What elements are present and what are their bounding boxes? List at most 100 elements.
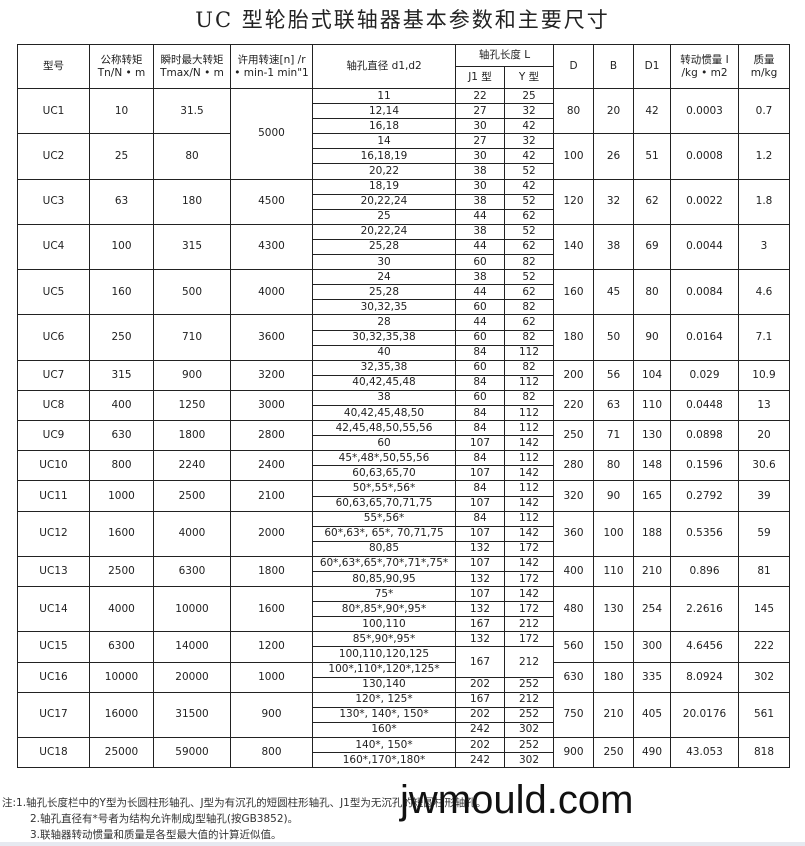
y-length-cell: 82 — [504, 359, 554, 376]
j1-length-cell: 44 — [455, 238, 505, 256]
speed-cell: 2100 — [230, 480, 313, 512]
nominal-torque-cell: 250 — [89, 314, 154, 361]
y-length-cell: 82 — [504, 389, 554, 406]
j1-length-cell: 242 — [455, 752, 505, 769]
table-row: 80,85 132 172 — [18, 540, 790, 557]
inertia-cell: 0.0022 — [670, 178, 739, 225]
bore-diameter-cell: 100,110,120,125 — [312, 646, 456, 663]
B-cell: 56 — [593, 359, 634, 391]
D-cell: 560 — [553, 631, 594, 663]
header-B: B — [593, 44, 634, 89]
y-length-cell: 112 — [504, 510, 554, 527]
max-torque-cell: 10000 — [153, 586, 231, 633]
y-length-cell: 172 — [504, 570, 554, 588]
j1-length-cell: 27 — [455, 103, 505, 120]
model-cell: UC8 — [17, 389, 90, 422]
bore-diameter-cell: 75* — [312, 586, 456, 603]
D-cell: 250 — [553, 420, 594, 452]
model-cell: UC4 — [17, 223, 90, 271]
y-length-cell: 62 — [504, 284, 554, 301]
table-row: UC14 4000 10000 1600 75* 107 142 480 130 254 2.261… — [17, 586, 790, 633]
D1-cell: 210 — [633, 555, 671, 588]
max-torque-cell: 20000 — [153, 661, 231, 693]
table-row: 160*,170*,180* 242 302 — [18, 752, 790, 769]
inertia-cell: 0.0448 — [670, 389, 739, 422]
max-torque-cell: 500 — [153, 269, 231, 316]
bore-diameter-cell: 80,85,90,95 — [312, 570, 456, 588]
nominal-torque-cell: 25 — [89, 133, 154, 180]
coupling-parameters-table: 型号 公称转矩 Tn/N • m 瞬时最大转矩 Tmax/N • m 许用转速[n]… — [17, 44, 790, 769]
header-speed: 许用转速[n] /r • min-1 min"1 — [230, 44, 313, 89]
table-row: 60,63,65,70 107 142 — [18, 465, 790, 482]
D-cell: 900 — [553, 737, 594, 769]
bore-diameter-cell: 50*,55*,56* — [312, 480, 456, 497]
inertia-cell: 0.896 — [670, 555, 739, 588]
mass-cell: 13 — [738, 389, 790, 422]
bore-diameter-cell: 30,32,35,38 — [312, 329, 456, 346]
bore-diameter-cell: 60,63,65,70,71,75 — [312, 495, 456, 512]
j1-length-cell: 167 — [455, 616, 505, 633]
model-cell: UC7 — [17, 359, 90, 391]
bore-diameter-cell: 120*, 125* — [312, 691, 456, 708]
mass-cell: 7.1 — [738, 314, 790, 361]
max-torque-cell: 59000 — [153, 737, 231, 769]
max-torque-cell: 1800 — [153, 420, 231, 452]
y-length-cell: 62 — [504, 314, 554, 331]
inertia-cell: 0.029 — [670, 359, 739, 391]
bore-diameter-cell: 32,35,38 — [312, 359, 456, 376]
max-torque-cell: 31500 — [153, 691, 231, 739]
j1-length-cell: 60 — [455, 299, 505, 316]
bore-diameter-cell: 18,19 — [312, 178, 456, 195]
B-cell: 150 — [593, 631, 634, 663]
table-row: UC7 315 900 3200 32,35,38 60 82 200 56 104 0.029 10… — [17, 359, 790, 391]
B-cell: 45 — [593, 269, 634, 316]
D1-cell: 405 — [633, 691, 671, 739]
D-cell: 750 — [553, 691, 594, 739]
watermark: jwmould.com — [400, 778, 634, 822]
j1-length-cell: 202 — [455, 737, 505, 754]
bore-diameter-cell: 14 — [312, 133, 456, 150]
bore-diameter-cell: 30 — [312, 254, 456, 271]
D-cell: 200 — [553, 359, 594, 391]
nominal-torque-cell: 100 — [89, 223, 154, 271]
D1-cell: 110 — [633, 389, 671, 422]
speed-cell: 4000 — [230, 269, 313, 316]
table-row: UC11 1000 2500 2100 50*,55*,56* 84 112 320 90 165… — [17, 480, 790, 512]
D1-cell: 300 — [633, 631, 671, 663]
D1-cell: 51 — [633, 133, 671, 180]
j1-length-cell: 30 — [455, 148, 505, 165]
table-row: UC17 16000 31500 900 120*, 125* 167 212 750 210 4… — [17, 691, 790, 739]
nominal-torque-cell: 315 — [89, 359, 154, 391]
bore-diameter-cell: 12,14 — [312, 103, 456, 120]
mass-cell: 222 — [738, 631, 790, 663]
nominal-torque-cell: 1600 — [89, 510, 154, 557]
table-row: 40,42,45,48 84 112 — [18, 374, 790, 391]
table-row: 20,22 38 52 — [18, 163, 790, 180]
bore-diameter-cell: 20,22 — [312, 163, 456, 180]
mass-cell: 20 — [738, 420, 790, 452]
table-row: UC4 100 315 4300 20,22,24 38 52 140 38 69 0.0044 3 — [17, 223, 790, 271]
j1-length-cell: 107 — [455, 495, 505, 512]
table-row: 25,28 44 62 — [18, 238, 790, 256]
mass-cell: 10.9 — [738, 359, 790, 391]
mass-cell: 1.2 — [738, 133, 790, 180]
max-torque-cell: 6300 — [153, 555, 231, 588]
header-mass: 质量 m/kg — [738, 44, 790, 89]
header-nominal-torque: 公称转矩 Tn/N • m — [89, 44, 154, 89]
y-length-cell: 52 — [504, 193, 554, 210]
inertia-cell: 20.0176 — [670, 691, 739, 739]
bore-diameter-cell: 25 — [312, 208, 456, 225]
j1-length-cell: 38 — [455, 269, 505, 286]
table-row: UC10 800 2240 2400 45*,48*,50,55,56 84 112 280 8… — [17, 450, 790, 482]
inertia-cell: 2.2616 — [670, 586, 739, 633]
mass-cell: 30.6 — [738, 450, 790, 482]
bore-diameter-cell: 130,140 — [312, 676, 456, 693]
header-inertia: 转动惯量 I/kg • m2 — [670, 44, 739, 89]
mass-cell: 39 — [738, 480, 790, 512]
inertia-cell: 0.5356 — [670, 510, 739, 557]
mass-cell: 81 — [738, 555, 790, 588]
model-cell: UC1 — [17, 87, 90, 135]
y-length-cell: 42 — [504, 178, 554, 195]
bore-diameter-cell: 55*,56* — [312, 510, 456, 527]
note-2: 2.轴孔直径有*号者为结构允许制成J型轴孔(按GB3852)。 — [30, 813, 299, 825]
